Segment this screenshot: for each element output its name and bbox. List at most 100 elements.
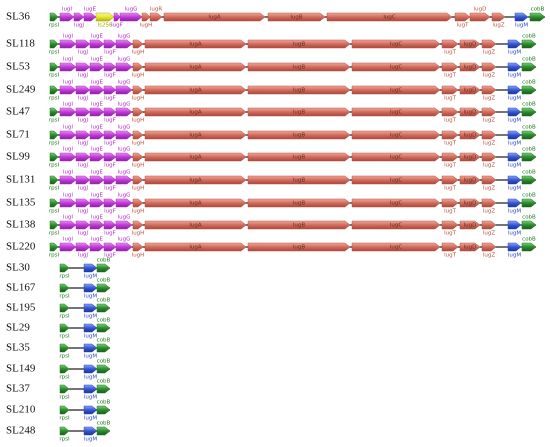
gene-arrow: [96, 426, 111, 436]
gene-arrow: [89, 220, 105, 230]
gene-label: cobB: [97, 298, 111, 304]
gene-label: lugE: [91, 102, 104, 108]
gene-arrow: [144, 242, 247, 252]
strain-label: SL149: [6, 363, 36, 375]
gene-arrow: [459, 107, 481, 117]
gene-arrow: [441, 130, 459, 140]
gene-arrow: [507, 242, 522, 252]
gene-arrow: [247, 220, 351, 230]
gene-label: lugE: [91, 147, 104, 153]
gene-label: lugF: [104, 231, 116, 237]
gene-label: lugM: [84, 314, 98, 320]
gene-label: lugH: [132, 209, 145, 215]
gene-arrow: [96, 364, 111, 374]
gene-arrow: [75, 130, 91, 140]
gene-label: lugF: [104, 50, 116, 56]
gene-label: lugD: [464, 88, 477, 94]
gene-arrow: [49, 39, 59, 49]
gene-arrow: [132, 198, 144, 208]
gene-label: lugE: [91, 193, 104, 199]
gene-arrow: [441, 85, 459, 95]
gene-arrow: [441, 220, 459, 230]
gene-arrow: [59, 384, 70, 394]
gene-arrow: [83, 364, 98, 374]
gene-arrow: [103, 198, 117, 208]
gene-label: lugJ: [78, 231, 89, 237]
gene-arrow: [96, 384, 111, 394]
gene-label: lugH: [132, 96, 145, 102]
gene-arrow: [459, 198, 481, 208]
gene-arrow: [49, 12, 59, 22]
gene-label: lugC: [390, 155, 403, 161]
gene-label: lugM: [84, 375, 98, 381]
gene-label: lugE: [84, 7, 97, 13]
gene-arrow: [132, 62, 144, 72]
gene-arrow: [144, 152, 247, 162]
gene-arrow: [59, 220, 77, 230]
strain-label: SL167: [6, 282, 36, 294]
gene-arrow: [247, 62, 351, 72]
gene-arrow: [49, 242, 59, 252]
gene-label: cobB: [97, 379, 111, 385]
gene-arrow: [83, 405, 98, 415]
gene-label: lugM: [508, 253, 522, 259]
gene-label: lugE: [91, 57, 104, 63]
gene-label: lugT: [444, 50, 457, 56]
gene-arrow: [59, 198, 77, 208]
gene-label: lugE: [91, 170, 104, 176]
gene-arrow: [521, 220, 537, 230]
gene-label: lugF: [104, 163, 116, 169]
gene-arrow: [481, 242, 497, 252]
gene-arrow: [144, 107, 247, 117]
strain-label: SL71: [6, 129, 30, 141]
gene-label: lugH: [132, 163, 145, 169]
gene-label: lugB: [293, 178, 306, 184]
gene-arrow: [89, 39, 105, 49]
gene-arrow: [441, 175, 459, 185]
gene-label: lugB: [290, 15, 303, 21]
gene-label: lugZ: [483, 96, 496, 102]
gene-label: rpsI: [49, 118, 60, 124]
gene-label: lugG: [118, 147, 131, 153]
gene-arrow: [441, 198, 459, 208]
gene-label: rpsI: [49, 253, 60, 259]
gene-arrow: [454, 12, 471, 22]
gene-arrow: [132, 175, 144, 185]
gene-label: rpsI: [49, 186, 60, 192]
gene-arrow: [96, 303, 111, 313]
gene-label: lugA: [189, 201, 202, 207]
gene-arrow: [521, 85, 537, 95]
gene-arrow: [83, 283, 98, 293]
gene-arrow: [469, 12, 491, 22]
gene-label: lugM: [508, 186, 522, 192]
gene-label: lugH: [132, 141, 145, 147]
gene-arrow: [441, 152, 459, 162]
gene-label: lugZ: [483, 163, 496, 169]
gene-arrow: [507, 39, 522, 49]
gene-label: lugT: [444, 73, 457, 79]
gene-arrow: [115, 175, 133, 185]
gene-label: lugD: [464, 42, 477, 48]
gene-label: lugD: [464, 201, 477, 207]
gene-label: lugZ: [483, 231, 496, 237]
gene-arrow: [89, 62, 105, 72]
gene-arrow: [119, 12, 143, 22]
gene-arrow: [529, 12, 546, 22]
gene-arrow: [59, 107, 77, 117]
gene-label: lugT: [444, 231, 457, 237]
gene-arrow: [132, 107, 144, 117]
gene-label: lugD: [464, 223, 477, 229]
gene-label: lugC: [390, 88, 403, 94]
gene-label: lugC: [390, 42, 403, 48]
gene-arrow: [83, 323, 98, 333]
gene-label: lugM: [508, 73, 522, 79]
gene-label: lugJ: [78, 209, 89, 215]
gene-arrow: [89, 107, 105, 117]
gene-arrow: [507, 152, 522, 162]
gene-label: lugA: [189, 155, 202, 161]
gene-label: lugH: [132, 118, 145, 124]
gene-arrow: [247, 242, 351, 252]
gene-arrow: [75, 242, 91, 252]
gene-label: cobB: [522, 170, 536, 176]
strain-label: SL131: [6, 174, 35, 186]
